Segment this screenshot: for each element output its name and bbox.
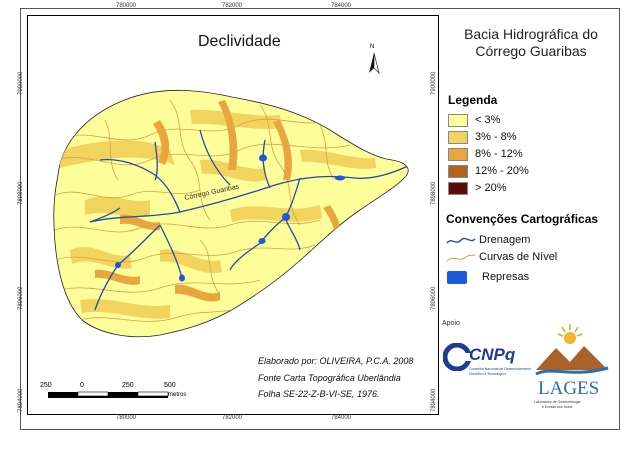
scale-label-4: 500 — [164, 382, 176, 389]
map-sheet-border — [20, 8, 620, 430]
scale-unit: metros — [168, 392, 187, 398]
credits-source: Fonte Carta Topográfica Uberlândia — [258, 373, 401, 383]
lages-name: LAGES — [538, 378, 600, 399]
lages-sub-1: Laboratório de Geomorfologia — [534, 400, 581, 404]
scale-label-3: 250 — [122, 382, 134, 389]
legend-label-3: 8% - 12% — [475, 148, 523, 160]
sidebar-title-line1: Bacia Hidrográfica do — [464, 26, 598, 42]
scale-label-1: 250 — [40, 382, 52, 389]
reservoirs — [115, 154, 345, 282]
legend-heading: Legenda — [448, 93, 498, 107]
legend-swatch-5 — [448, 182, 468, 195]
tick-bottom-3: 784000 — [331, 415, 352, 421]
convention-label-drainage: Drenagem — [479, 234, 531, 246]
contour-lines — [54, 99, 351, 322]
tick-top-3: 784000 — [331, 3, 352, 9]
legend-label-2: 3% - 8% — [475, 131, 517, 143]
reservoir-icon — [447, 271, 467, 284]
legend-swatch-1 — [448, 114, 468, 127]
legend-label-4: 12% - 20% — [475, 165, 529, 177]
sidebar-title-line2: Córrego Guaribas — [475, 43, 587, 59]
legend-swatch-4 — [448, 165, 468, 178]
tick-top-1: 780000 — [116, 3, 137, 9]
contour-line-icon — [446, 254, 476, 262]
lages-emblem-icon — [535, 324, 609, 376]
legend-swatch-3 — [448, 148, 468, 161]
tick-bottom-2: 782000 — [222, 415, 243, 421]
legend-label-5: > 20% — [475, 182, 507, 194]
cnpq-logo: CNPq Conselho Nacional de Desenvolviment… — [443, 343, 533, 383]
tick-bottom-1: 780000 — [116, 415, 137, 421]
scale-bar: 250 0 250 500 metros — [40, 382, 210, 404]
sidebar-title: Bacia Hidrográfica do Córrego Guaribas — [446, 26, 616, 60]
tick-top-2: 782000 — [222, 3, 243, 9]
north-arrow-icon — [369, 52, 380, 74]
convention-label-reservoir: Represas — [482, 271, 530, 283]
lages-logo: LAGES Laboratório de Geomorfologia e Ero… — [532, 322, 612, 412]
cnpq-sub-2: Científico e Tecnológico — [469, 372, 506, 376]
drainage-network — [89, 129, 409, 311]
scale-label-2: 0 — [80, 382, 84, 389]
drainage-line-icon — [446, 237, 476, 244]
legend-swatch-2 — [448, 131, 468, 144]
credits-author: Elaborado por: OLIVEIRA, P.C.A. 2008 — [258, 356, 414, 366]
cnpq-name: CNPq — [469, 345, 516, 364]
cnpq-sub-1: Conselho Nacional de Desenvolvimento — [469, 367, 532, 371]
lages-sub-2: e Erosão dos Solos — [542, 405, 573, 409]
conventions-heading: Convenções Cartográficas — [446, 212, 599, 226]
map-title: Declividade — [198, 33, 281, 50]
north-letter: N — [370, 44, 375, 50]
convention-label-contour: Curvas de Nível — [479, 251, 558, 263]
support-label: Apoio — [442, 320, 460, 327]
cnpq-emblem-icon — [443, 343, 473, 371]
legend-label-1: < 3% — [475, 114, 501, 126]
credits-sheet: Folha SE-22-Z-B-VI-SE, 1976. — [258, 389, 380, 399]
